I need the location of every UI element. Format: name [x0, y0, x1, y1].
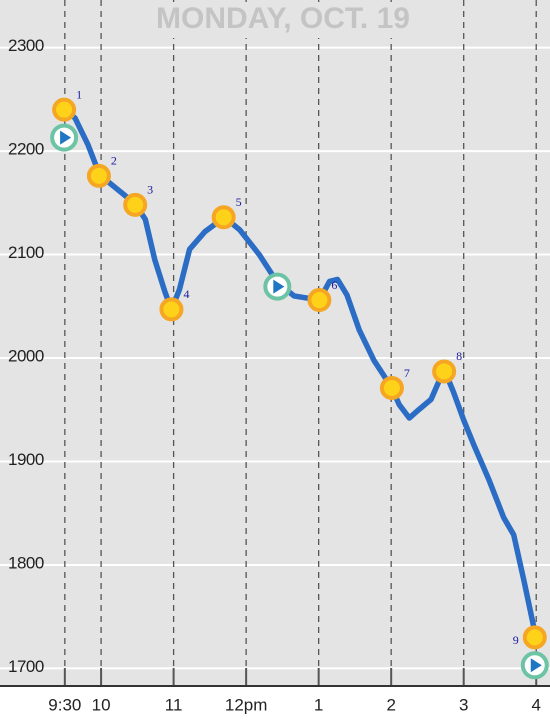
- chart-title: MONDAY, OCT. 19: [156, 2, 410, 35]
- event-number: 5: [236, 195, 242, 209]
- event-marker: [522, 625, 547, 650]
- event-number: 9: [513, 633, 519, 647]
- event-marker: [159, 297, 184, 322]
- x-tick-label: 1: [314, 695, 323, 714]
- x-tick-label: 4: [531, 695, 540, 714]
- plot-background: [0, 0, 550, 686]
- event-number: 3: [147, 183, 153, 197]
- event-marker: [432, 359, 457, 384]
- event-marker: [379, 376, 404, 401]
- y-tick-label: 1700: [8, 657, 44, 676]
- y-tick-label: 2300: [8, 36, 44, 55]
- axis-band: [0, 686, 550, 722]
- event-marker: [211, 205, 236, 230]
- x-tick-label: 3: [459, 695, 468, 714]
- event-marker: [86, 163, 111, 188]
- y-tick-label: 2100: [8, 243, 44, 262]
- data-line: [62, 106, 539, 644]
- play-marker-icon: [530, 658, 542, 673]
- event-marker: [307, 288, 332, 313]
- y-tick-label: 1900: [8, 450, 44, 469]
- play-marker: [520, 651, 549, 680]
- y-tick-label: 1800: [8, 553, 44, 572]
- x-tick-label: 11: [165, 695, 183, 714]
- title-background: [118, 2, 448, 38]
- play-marker: [50, 123, 79, 152]
- play-marker-icon: [273, 279, 285, 294]
- y-tick-label: 2200: [8, 140, 44, 159]
- play-marker: [263, 272, 292, 301]
- x-tick-label: 12pm: [225, 695, 268, 714]
- event-number: 1: [76, 87, 82, 101]
- event-marker: [52, 97, 77, 122]
- event-number: 7: [404, 366, 410, 380]
- x-tick-label: 2: [386, 695, 395, 714]
- play-marker-icon: [60, 130, 72, 145]
- event-number: 8: [456, 349, 462, 363]
- event-marker: [123, 192, 148, 217]
- event-number: 6: [331, 278, 337, 292]
- x-tick-label: 9:30: [48, 695, 81, 714]
- y-tick-label: 2000: [8, 346, 44, 365]
- event-number: 2: [111, 154, 117, 168]
- event-number: 4: [183, 287, 189, 301]
- x-tick-label: 10: [92, 695, 111, 714]
